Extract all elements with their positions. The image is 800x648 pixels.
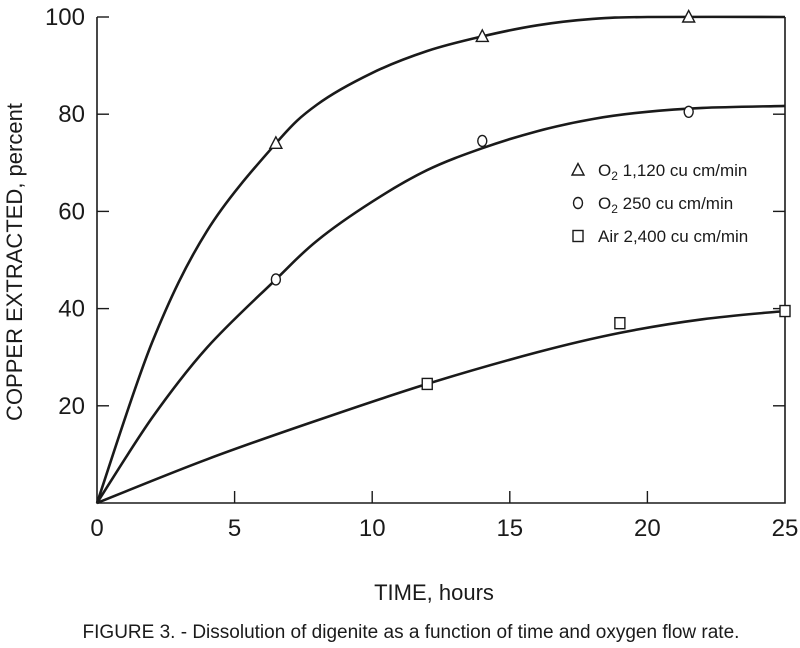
legend-marker-square (572, 229, 584, 243)
x-tick-label: 0 (90, 515, 103, 542)
x-tick-label: 10 (359, 515, 386, 542)
data-point-square (421, 377, 433, 391)
y-tick-label: 20 (58, 393, 85, 420)
x-tick-label: 15 (496, 515, 523, 542)
y-axis-title: COPPER EXTRACTED, percent (2, 103, 27, 421)
axes: 0 5 10 15 20 25 20 40 60 80 100 (45, 4, 798, 542)
legend: O2 1,120 cu cm/min O2 250 cu cm/min Air 2,… (570, 161, 748, 246)
legend-entry-label: Air 2,400 cu cm/min (598, 227, 748, 246)
x-axis-title: TIME, hours (374, 580, 494, 605)
y-tick-label: 40 (58, 296, 85, 323)
series-curve-circle (95, 104, 786, 504)
x-tick-label: 5 (228, 515, 241, 542)
data-point-circle (683, 105, 694, 118)
data-point-circle (477, 134, 488, 148)
data-point-triangle (268, 135, 284, 150)
y-tick-label: 80 (58, 101, 85, 128)
data-point-triangle (475, 28, 490, 43)
y-tick-label: 60 (58, 198, 85, 225)
data-point-square (779, 304, 791, 318)
legend-marker-circle (572, 196, 584, 210)
x-tick-label: 20 (634, 515, 661, 542)
curves (95, 15, 786, 505)
legend-marker-triangle (570, 161, 586, 176)
y-tick-label: 100 (45, 4, 85, 31)
data-point-triangle (681, 8, 696, 23)
series-curve-square (96, 309, 786, 505)
data-point-square (614, 316, 626, 330)
plot-frame (96, 17, 786, 504)
data-point-circle (270, 273, 282, 286)
data-markers (268, 8, 791, 391)
legend-entry-label: O2 250 cu cm/min (598, 194, 733, 216)
figure-caption: FIGURE 3. - Dissolution of digenite as a… (83, 622, 740, 643)
legend-entry-label: O2 1,120 cu cm/min (598, 161, 747, 183)
x-tick-label: 25 (772, 515, 799, 542)
series-curve-triangle (95, 15, 786, 504)
